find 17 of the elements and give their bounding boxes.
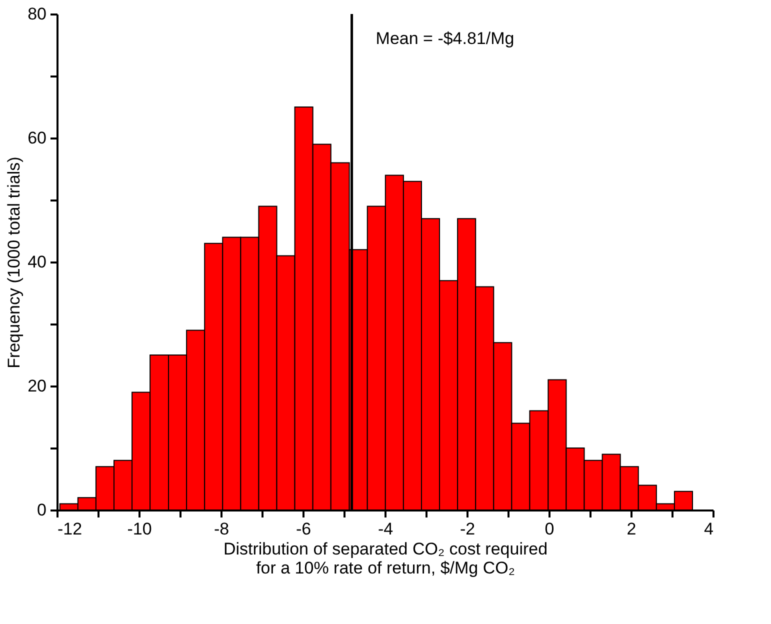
y-tick-label: 20 [28,376,46,396]
x-tick-label: 2 [626,520,636,538]
y-tick-label: 40 [28,252,46,272]
x-tick-label: -4 [378,520,394,538]
x-tick-label: -2 [460,520,476,538]
x-tick-label: 4 [704,520,714,538]
x-tick-label: -8 [214,520,230,538]
y-axis-title: Frequency (1000 total trials) [4,156,24,368]
x-axis-title: Distribution of separated CO₂ cost required for a 10% rate of return, $/Mg CO₂ [223,540,548,578]
y-tick-label: 0 [37,500,46,520]
x-tick-label: -6 [296,520,312,538]
x-tick-label: -12 [58,520,82,538]
ref-line-label: Mean = -$4.81/Mg [376,29,514,48]
y-tick-label: 60 [28,128,46,148]
y-tick-label: 80 [28,4,46,24]
x-tick-label: -10 [127,520,152,538]
x-tick-label: 0 [544,520,554,538]
